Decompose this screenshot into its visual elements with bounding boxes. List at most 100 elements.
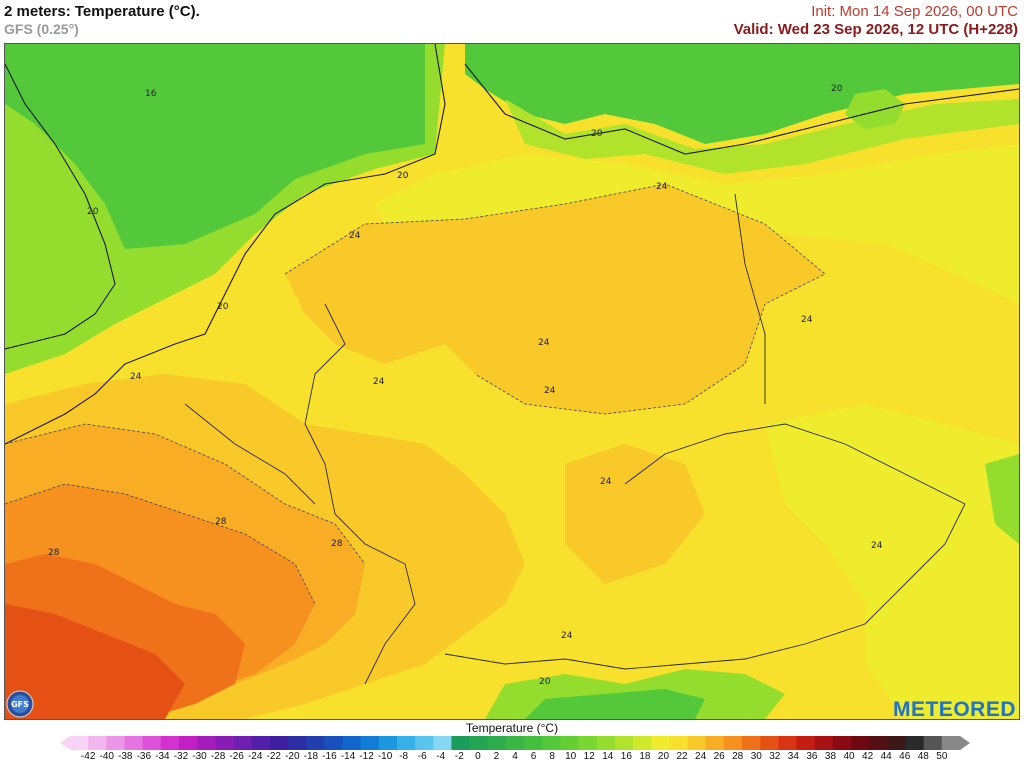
colorbar-cell — [633, 736, 652, 750]
colorbar-tick-label: -10 — [377, 751, 393, 762]
contour-label: 20 — [87, 207, 99, 217]
contour-label: 24 — [656, 182, 668, 192]
colorbar-tick-label: 36 — [806, 751, 818, 762]
coastlines — [5, 44, 1019, 445]
contour-label: 20 — [539, 677, 551, 687]
colorbar-cell — [142, 736, 162, 750]
colorbar-tick-label: 20 — [657, 751, 670, 762]
init-time: Init: Mon 14 Sep 2026, 00 UTC — [811, 3, 1018, 20]
colorbar-tick-label: 24 — [695, 751, 707, 762]
contour-label: 24 — [801, 315, 813, 325]
colorbar-tick-label: -18 — [303, 751, 319, 762]
colorbar-cell — [742, 736, 761, 750]
contour-label-group: 16 20 20 20 20 20 20 24 24 24 24 24 24 2… — [48, 84, 883, 687]
colorbar-tick-label: -24 — [247, 751, 263, 762]
contour-label: 16 — [145, 89, 157, 99]
colorbar-max-arrow — [960, 736, 970, 750]
colorbar-cell — [433, 736, 452, 750]
temp-band-24-north — [285, 184, 825, 414]
colorbar-tick-label: -40 — [99, 751, 114, 762]
colorbar-cell — [178, 736, 198, 750]
colorbar-cell — [160, 736, 180, 750]
colorbar-tick-label: -28 — [210, 751, 226, 762]
colorbar-tick-label: 2 — [493, 751, 500, 762]
gfs-logo-text: GFS — [11, 700, 29, 709]
contour-label: 24 — [538, 338, 550, 348]
contour-label: 24 — [561, 631, 573, 641]
contour-label: 28 — [48, 548, 60, 558]
colorbar-tick-label: -14 — [340, 751, 356, 762]
colorbar-cell — [70, 736, 89, 750]
contour-label: 24 — [600, 477, 612, 487]
colorbar-tick-label: 18 — [639, 751, 651, 762]
colorbar-cell — [269, 736, 289, 750]
colorbar-cell — [778, 736, 798, 750]
colorbar-cell — [451, 736, 471, 750]
colorbar-cells — [60, 736, 970, 750]
colorbar-cell — [88, 736, 107, 750]
colorbar-cell — [578, 736, 598, 750]
contour-label: 28 — [331, 539, 343, 549]
temperature-map[interactable]: 16 20 20 20 20 20 20 24 24 24 24 24 24 2… — [4, 43, 1020, 720]
colorbar-tick-label: 46 — [899, 751, 911, 762]
colorbar-tick-label: -20 — [285, 751, 300, 762]
colorbar-tick-label: 30 — [750, 751, 762, 762]
colorbar-tick-label: 44 — [880, 751, 892, 762]
colorbar-tick-label: 14 — [602, 751, 614, 762]
contour-label: 24 — [373, 377, 385, 387]
temp-band-alps-cold — [525, 689, 705, 719]
colorbar-tick-label: -38 — [118, 751, 133, 762]
temp-band-east — [765, 404, 1019, 719]
colorbar-cell — [124, 736, 144, 750]
contour-label: 20 — [831, 84, 843, 94]
colorbar-tick-label: 38 — [824, 751, 837, 762]
colorbar-cell — [233, 736, 253, 750]
colorbar-cell — [869, 736, 888, 750]
contour-label: 20 — [217, 302, 229, 312]
colorbar-tick-label: 22 — [676, 751, 688, 762]
colorbar-tick-label: -36 — [136, 751, 152, 762]
colorbar-tick-label: 16 — [620, 751, 632, 762]
colorbar-cell — [306, 736, 325, 750]
colorbar-tick-label: 10 — [565, 751, 577, 762]
colorbar-cell — [360, 736, 380, 750]
colorbar-cell — [941, 736, 961, 750]
colorbar-tick-label: 34 — [787, 751, 799, 762]
contour-label: 28 — [215, 517, 227, 527]
colorbar-cell — [324, 736, 343, 750]
valid-time: Valid: Wed 23 Sep 2026, 12 UTC (H+228) — [733, 21, 1018, 38]
colorbar-cell — [760, 736, 779, 750]
colorbar-tick-label: 26 — [713, 751, 725, 762]
colorbar-tick-label: 8 — [549, 751, 555, 762]
temp-band-east-green — [985, 454, 1019, 544]
colorbar-cell — [669, 736, 689, 750]
colorbar-cell — [596, 736, 616, 750]
colorbar-tick-label: -4 — [436, 751, 446, 762]
temp-band-baltic — [465, 44, 1019, 144]
colorbar-cell — [687, 736, 707, 750]
colorbar-tick-label: -12 — [359, 751, 374, 762]
colorbar-ticks: -42 -40 -38 -36 -34 -32 -30 -28 -26 -24 -22 -20 -18-… — [0, 751, 1024, 763]
colorbar-cell — [905, 736, 925, 750]
header-right: Init: Mon 14 Sep 2026, 00 UTC Valid: Wed… — [734, 3, 1018, 39]
legend-title: Temperature (°C) — [465, 721, 559, 735]
colorbar-tick-label: -30 — [192, 751, 207, 762]
colorbar-cell — [378, 736, 398, 750]
colorbar-tick-label: 40 — [843, 751, 855, 762]
colorbar-tick-label: -6 — [417, 751, 427, 762]
isotherms — [5, 183, 826, 605]
colorbar-tick-label: -22 — [266, 751, 281, 762]
colorbar-cell — [614, 736, 634, 750]
contour-label: 24 — [544, 386, 556, 396]
contour-label: 20 — [397, 171, 409, 181]
colorbar-cell — [396, 736, 416, 750]
colorbar-tick-label: -2 — [454, 751, 464, 762]
meteored-logo[interactable]: METEORED — [892, 698, 1016, 721]
temp-band-32 — [5, 604, 185, 719]
borders — [184, 193, 966, 685]
colorbar-tick-label: 6 — [530, 751, 537, 762]
header-left: 2 meters: Temperature (°C). GFS (0.25°) — [4, 3, 200, 38]
colorbar-cell — [542, 736, 561, 750]
colorbar-cell — [342, 736, 362, 750]
colorbar-tick-label: 0 — [475, 751, 481, 762]
